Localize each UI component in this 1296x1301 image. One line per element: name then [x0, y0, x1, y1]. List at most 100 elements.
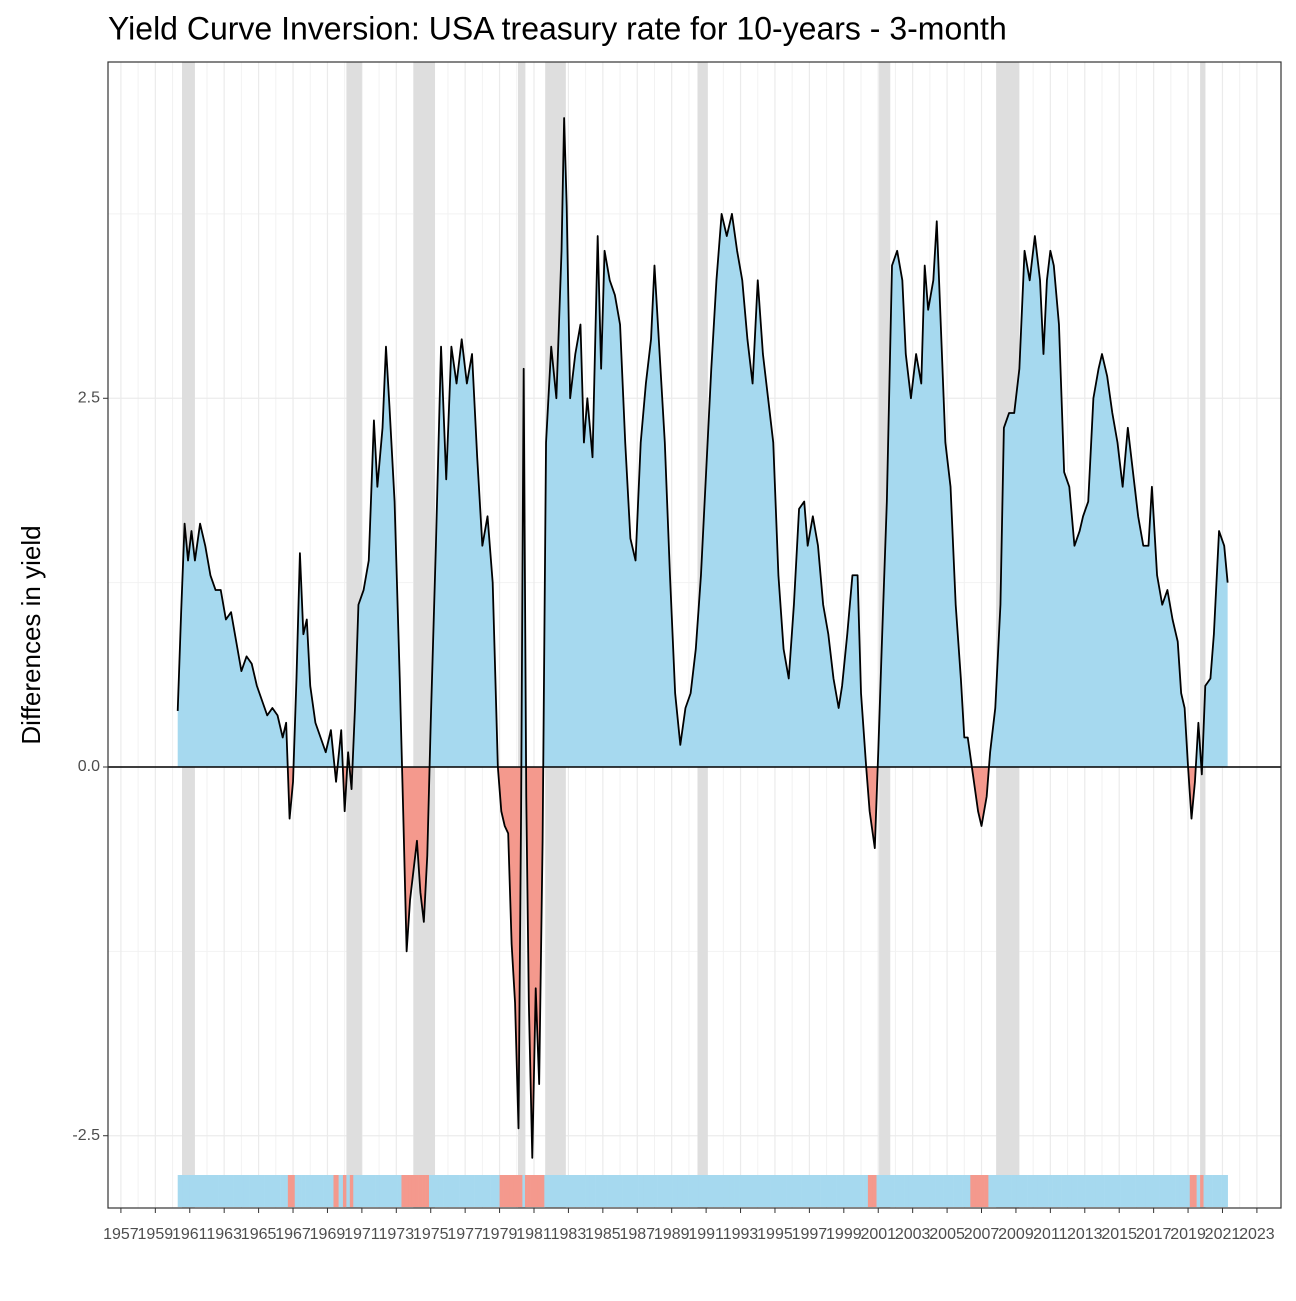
- sign-strip: [448, 1175, 455, 1207]
- sign-strip: [269, 1175, 276, 1207]
- sign-strip: [770, 1175, 777, 1207]
- sign-strip: [627, 1175, 634, 1207]
- sign-strip: [387, 1175, 393, 1207]
- sign-strip: [840, 1175, 845, 1207]
- x-tick-label: 1961: [172, 1226, 208, 1243]
- sign-strip: [308, 1175, 314, 1207]
- sign-strip: [284, 1175, 289, 1207]
- sign-strip: [342, 1175, 347, 1207]
- sign-strip: [970, 1175, 976, 1207]
- panel-border: [107, 61, 1282, 1209]
- sign-strip: [698, 1175, 704, 1207]
- sign-strip: [1056, 1175, 1062, 1207]
- sign-strip: [495, 1175, 500, 1207]
- sign-strip: [1048, 1175, 1053, 1207]
- sign-strip: [688, 1175, 694, 1207]
- sign-strip: [317, 1175, 324, 1207]
- sign-strip: [233, 1175, 240, 1207]
- sign-strip: [291, 1175, 296, 1207]
- sign-strip: [189, 1175, 194, 1207]
- sign-strip: [876, 1175, 881, 1207]
- sign-strip: [908, 1175, 914, 1207]
- sign-strip: [836, 1175, 841, 1207]
- sign-strip: [429, 1175, 434, 1207]
- sign-strip: [884, 1175, 890, 1207]
- sign-strip: [349, 1175, 354, 1207]
- x-tick-label: 1985: [585, 1226, 621, 1243]
- sign-strip: [280, 1175, 285, 1207]
- x-tick-label: 1993: [723, 1226, 759, 1243]
- sign-strip: [899, 1175, 905, 1207]
- sign-strip: [1221, 1175, 1227, 1207]
- sign-strip: [1077, 1175, 1082, 1207]
- x-tick-label: 1991: [688, 1226, 724, 1243]
- sign-strip: [1207, 1175, 1213, 1207]
- sign-strip: [943, 1175, 949, 1207]
- sign-strip: [947, 1175, 954, 1207]
- sign-strip: [724, 1175, 730, 1207]
- x-tick-label: 1963: [206, 1226, 242, 1243]
- sign-strip: [765, 1175, 771, 1207]
- sign-strip: [530, 1175, 535, 1207]
- sign-strip: [1045, 1175, 1049, 1207]
- sign-strip: [739, 1175, 746, 1207]
- sign-strip: [918, 1175, 924, 1207]
- sign-strip: [667, 1175, 673, 1207]
- x-tick-label: 2003: [895, 1226, 931, 1243]
- sign-strip: [1169, 1175, 1176, 1207]
- y-tick-label: 2.5: [78, 389, 100, 406]
- sign-strip: [379, 1175, 385, 1207]
- sign-strip: [544, 1175, 549, 1207]
- sign-strip: [904, 1175, 909, 1207]
- sign-strip: [622, 1175, 629, 1207]
- x-tick-label: 2017: [1136, 1226, 1172, 1243]
- sign-strip: [301, 1175, 306, 1207]
- sign-strip: [371, 1175, 376, 1207]
- sign-strip: [589, 1175, 596, 1207]
- y-axis-label: Differences in yield: [16, 525, 46, 744]
- sign-strip: [346, 1175, 351, 1207]
- sign-strip: [338, 1175, 344, 1207]
- sign-strip: [1032, 1175, 1038, 1207]
- sign-strip: [479, 1175, 486, 1207]
- sign-strip: [1090, 1175, 1097, 1207]
- sign-strip: [384, 1175, 388, 1207]
- sign-strip: [796, 1175, 802, 1207]
- sign-strip: [599, 1175, 604, 1207]
- overlay: 1957195919611963196519671969197119731975…: [72, 117, 1281, 1243]
- x-tick-label: 2021: [1205, 1226, 1241, 1243]
- sign-strip: [506, 1175, 511, 1207]
- sign-strip: [519, 1175, 523, 1207]
- sign-strip: [1021, 1175, 1028, 1207]
- sign-strip: [648, 1175, 654, 1207]
- sign-strip: [801, 1175, 807, 1207]
- sign-strip: [568, 1175, 574, 1207]
- sign-strip: [328, 1175, 334, 1207]
- positive-area: [177, 118, 1228, 768]
- sign-strip: [305, 1175, 309, 1207]
- sign-strip: [585, 1175, 591, 1207]
- sign-strip: [734, 1175, 740, 1207]
- sign-strip: [1193, 1175, 1197, 1207]
- sign-strip: [632, 1175, 639, 1207]
- sign-strip: [254, 1175, 260, 1207]
- sign-strip: [558, 1175, 564, 1207]
- sign-strip: [1037, 1175, 1043, 1207]
- sign-strip: [415, 1175, 419, 1207]
- sign-strip: [975, 1175, 981, 1207]
- sign-strip: [540, 1175, 545, 1207]
- sign-strip: [913, 1175, 919, 1207]
- sign-strip: [693, 1175, 699, 1207]
- sign-strip: [638, 1175, 644, 1207]
- sign-strip: [1140, 1175, 1147, 1207]
- sign-strip: [223, 1175, 229, 1207]
- sign-strip: [844, 1175, 851, 1207]
- sign-strip: [1130, 1175, 1136, 1207]
- sign-strip: [863, 1175, 869, 1207]
- sign-strip: [997, 1175, 1003, 1207]
- x-tick-label: 1959: [138, 1226, 174, 1243]
- sign-strip: [287, 1175, 292, 1207]
- sign-strip: [879, 1175, 885, 1207]
- recession-band: [413, 62, 436, 1208]
